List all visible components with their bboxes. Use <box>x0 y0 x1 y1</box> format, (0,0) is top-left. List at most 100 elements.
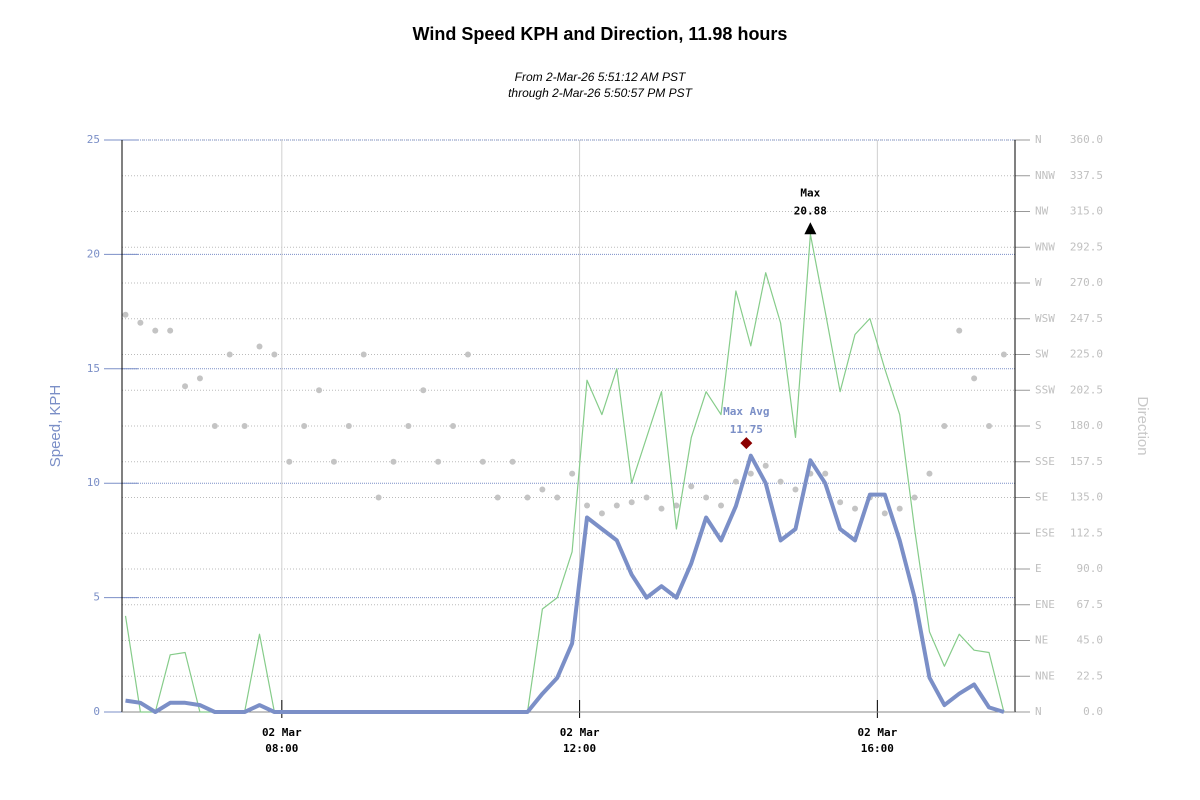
direction-dot <box>941 423 948 429</box>
y2-tick-label: 247.5 <box>1070 312 1103 325</box>
x-tick-label: 08:00 <box>265 742 298 755</box>
direction-dot <box>271 351 278 358</box>
direction-dot <box>747 470 754 477</box>
direction-dot <box>852 505 859 512</box>
direction-dot <box>122 311 129 318</box>
y2-tick-label: 157.5 <box>1070 455 1103 468</box>
y2-tick-label: 45.0 <box>1077 634 1104 647</box>
direction-dot <box>182 383 189 390</box>
annotation-title: Max Avg <box>723 405 769 418</box>
direction-dot <box>896 505 903 512</box>
y2-tick-name: WSW <box>1035 312 1055 325</box>
direction-dot <box>479 458 486 465</box>
direction-dot <box>256 343 263 350</box>
y2-axis-label: Direction <box>1134 396 1151 455</box>
direction-dot <box>569 470 576 477</box>
direction-dot <box>762 462 769 469</box>
direction-dot <box>539 486 546 493</box>
direction-dot <box>330 458 337 465</box>
y2-tick-name: NW <box>1035 205 1049 218</box>
y-axis-label: Speed, KPH <box>47 385 64 468</box>
direction-dot <box>524 494 531 501</box>
direction-dot <box>435 458 442 465</box>
direction-dot <box>509 458 516 465</box>
y2-tick-name: SW <box>1035 348 1049 361</box>
direction-dot <box>167 327 174 334</box>
annotation-value: 20.88 <box>794 204 827 217</box>
direction-dot <box>718 502 725 509</box>
direction-dot <box>584 502 591 509</box>
direction-dot <box>375 494 382 501</box>
direction-dot <box>345 423 352 429</box>
y2-tick-name: SSE <box>1035 455 1055 468</box>
direction-dot <box>837 499 844 506</box>
direction-dot <box>405 423 412 429</box>
direction-dot <box>464 351 471 358</box>
y2-tick-label: 0.0 <box>1083 705 1103 718</box>
direction-dot <box>777 478 784 485</box>
y2-tick-name: NNE <box>1035 669 1055 682</box>
direction-dot <box>554 494 561 501</box>
speed-line <box>125 453 1005 714</box>
speed-line <box>124 233 1005 713</box>
direction-dot <box>301 423 308 429</box>
direction-dot <box>1000 351 1007 358</box>
direction-dot <box>688 483 695 490</box>
direction-dot <box>956 327 963 334</box>
direction-dot <box>792 486 799 493</box>
direction-dot <box>494 494 501 501</box>
y2-tick-label: 315.0 <box>1070 205 1103 218</box>
direction-dot <box>211 423 218 429</box>
direction-dot <box>643 494 650 501</box>
y2-tick-name: WNW <box>1035 240 1055 253</box>
x-tick-label: 02 Mar <box>262 726 302 739</box>
y-tick-label: 15 <box>87 362 100 375</box>
max-marker <box>804 222 817 235</box>
direction-dot <box>286 458 293 465</box>
x-tick-label: 02 Mar <box>560 726 600 739</box>
y2-tick-label: 225.0 <box>1070 348 1103 361</box>
direction-dot <box>986 423 993 429</box>
direction-dot <box>360 351 367 358</box>
y2-tick-name: SSW <box>1035 383 1055 396</box>
y2-tick-name: NNW <box>1035 169 1055 182</box>
direction-dot <box>971 375 978 382</box>
y2-tick-name: ESE <box>1035 526 1055 539</box>
direction-dot <box>598 510 605 517</box>
y2-tick-label: 112.5 <box>1070 526 1103 539</box>
y2-tick-label: 360.0 <box>1070 133 1103 146</box>
annotation-value: 11.75 <box>730 423 763 436</box>
y2-tick-label: 22.5 <box>1077 669 1104 682</box>
y2-tick-name: NE <box>1035 634 1048 647</box>
direction-dot <box>926 470 933 477</box>
direction-dot <box>613 502 620 509</box>
y2-tick-name: N <box>1035 133 1042 146</box>
direction-dot <box>420 387 427 394</box>
subtitle: From 2-Mar-26 5:51:12 AM PST <box>515 70 687 84</box>
direction-dot <box>673 502 680 509</box>
y2-tick-label: 90.0 <box>1077 562 1104 575</box>
y2-tick-name: S <box>1035 419 1042 432</box>
direction-dot <box>152 327 159 334</box>
y-tick-label: 0 <box>93 705 100 718</box>
annotation-title: Max <box>800 186 820 199</box>
y-tick-label: 10 <box>87 476 100 489</box>
direction-dot <box>450 423 457 429</box>
direction-dot <box>658 505 665 512</box>
direction-dot <box>226 351 233 358</box>
y2-tick-name: SE <box>1035 491 1048 504</box>
chart-title: Wind Speed KPH and Direction, 11.98 hour… <box>413 24 788 44</box>
direction-dot <box>703 494 710 501</box>
y2-tick-label: 337.5 <box>1070 169 1103 182</box>
y2-tick-name: ENE <box>1035 598 1055 611</box>
direction-dot <box>822 470 829 477</box>
y-tick-label: 20 <box>87 247 100 260</box>
direction-dot <box>241 423 248 429</box>
x-tick-label: 16:00 <box>861 742 894 755</box>
x-tick-label: 12:00 <box>563 742 596 755</box>
y2-tick-label: 202.5 <box>1070 383 1103 396</box>
y2-tick-label: 180.0 <box>1070 419 1103 432</box>
subtitle: through 2-Mar-26 5:50:57 PM PST <box>508 86 694 100</box>
y2-tick-label: 67.5 <box>1077 598 1104 611</box>
